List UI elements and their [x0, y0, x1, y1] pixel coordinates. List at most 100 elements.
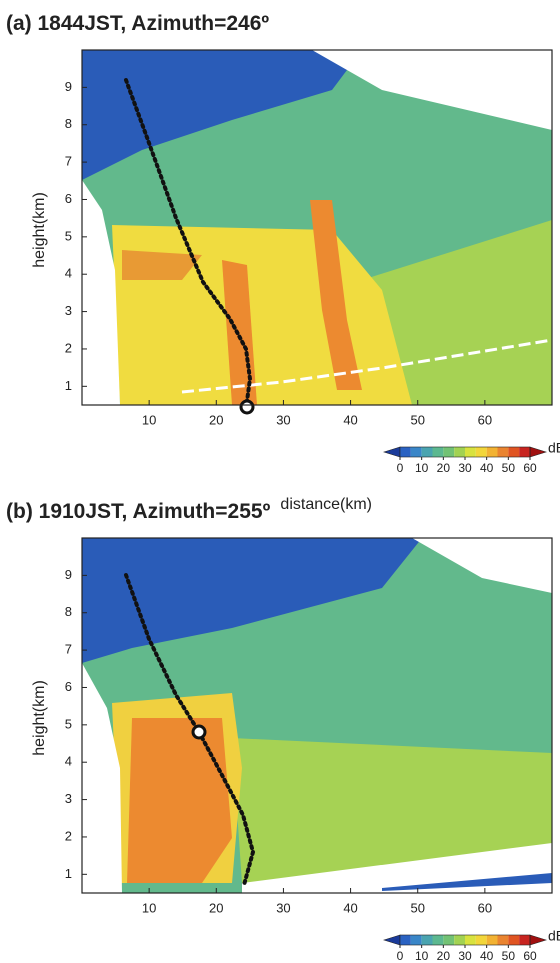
y-tick-label: 6 — [65, 679, 72, 694]
colorbar-cell — [475, 447, 487, 457]
y-tick-label: 4 — [65, 754, 72, 769]
x-axis-label: distance(km) — [280, 496, 372, 513]
y-axis-label: height(km) — [31, 680, 48, 756]
colorbar-tick-label: 0 — [397, 461, 404, 475]
y-tick-label: 1 — [65, 866, 72, 881]
colorbar-cell — [519, 935, 530, 945]
no-echo — [82, 663, 122, 893]
colorbar-tick-label: 40 — [480, 949, 494, 963]
colorbar-tick-label: 60 — [523, 461, 537, 475]
panel: 10 20 30 40 50 60 1 2 3 4 5 6 7 8 9 — [65, 49, 553, 427]
colorbar-cell — [486, 935, 498, 945]
colorbar-under — [382, 446, 401, 458]
colorbar-tick-label: 30 — [458, 949, 472, 963]
y-tick-label: 9 — [65, 79, 72, 94]
colorbar-over — [529, 934, 548, 946]
y-tick-label: 5 — [65, 228, 72, 243]
y-tick-label: 2 — [65, 828, 72, 843]
y-tick-label: 7 — [65, 154, 72, 169]
colorbar-tick-label: 10 — [415, 461, 429, 475]
trajectory — [124, 78, 253, 403]
y-axis-label: height(km) — [31, 192, 48, 268]
echo-field — [310, 200, 362, 390]
colorbar-tick-label: 20 — [437, 461, 451, 475]
x-tick-label: 40 — [343, 412, 357, 427]
plot-frame — [81, 537, 553, 894]
colorbar-tick-label: 60 — [523, 949, 537, 963]
x-tick-label: 10 — [142, 412, 156, 427]
echo-field — [122, 250, 202, 280]
x-tick-label: 40 — [343, 900, 357, 915]
marker — [191, 724, 207, 740]
no-echo — [312, 50, 552, 130]
colorbar-cell — [497, 447, 509, 457]
colorbar-cell — [421, 447, 433, 457]
colorbar-label: dBZ — [548, 440, 560, 456]
colorbar-cell — [454, 447, 465, 457]
colorbar-tick-label: 50 — [502, 949, 516, 963]
echo-field — [232, 738, 552, 883]
colorbar-cell — [421, 935, 433, 945]
colorbar-cell — [497, 935, 509, 945]
x-tick-label: 60 — [478, 900, 492, 915]
y-tick-label: 3 — [65, 303, 72, 318]
x-tick-label: 60 — [478, 412, 492, 427]
colorbar-cell — [443, 447, 455, 457]
y-tick-label: 7 — [65, 642, 72, 657]
plot-frame — [81, 49, 553, 406]
echo-field — [82, 50, 362, 180]
colorbar-cell — [443, 935, 455, 945]
colorbar-cell — [410, 935, 422, 945]
x-tick-label: 20 — [209, 900, 223, 915]
colorbar-cell — [432, 447, 444, 457]
colorbar-tick-label: 30 — [458, 461, 472, 475]
y-tick-label: 8 — [65, 116, 72, 131]
colorbar-cell — [432, 935, 444, 945]
x-tick-label: 10 — [142, 900, 156, 915]
no-echo — [82, 180, 120, 405]
x-tick-label: 50 — [410, 900, 424, 915]
colorbar-tick-label: 20 — [437, 949, 451, 963]
echo-field — [127, 718, 232, 883]
x-tick-label: 50 — [410, 412, 424, 427]
no-echo — [412, 538, 552, 593]
colorbar-tick-label: 50 — [502, 461, 516, 475]
echo-field — [82, 538, 422, 663]
colorbar-cell — [508, 935, 520, 945]
colorbar-tick-label: 40 — [480, 461, 494, 475]
marker — [239, 399, 255, 415]
colorbar-cell — [486, 447, 498, 457]
y-tick-label: 9 — [65, 567, 72, 582]
x-tick-label: 30 — [276, 900, 290, 915]
colorbar-under — [382, 934, 401, 946]
y-tick-label: 8 — [65, 604, 72, 619]
colorbar-label: dBZ — [548, 928, 560, 944]
x-tick-label: 20 — [209, 412, 223, 427]
colorbar-tick-label: 10 — [415, 949, 429, 963]
colorbar-tick-label: 0 — [397, 949, 404, 963]
panel-title: (b) 1910JST, Azimuth=255º — [6, 500, 271, 523]
y-tick-label: 6 — [65, 191, 72, 206]
echo-field — [362, 220, 552, 405]
trajectory — [124, 573, 256, 887]
panel: 10 20 30 40 50 60 1 2 3 4 5 6 7 8 9 — [65, 537, 553, 915]
y-tick-label: 3 — [65, 791, 72, 806]
colorbar-cell — [410, 447, 422, 457]
colorbar-cell — [400, 447, 411, 457]
colorbar-cell — [400, 935, 411, 945]
colorbar-cell — [519, 447, 530, 457]
y-tick-label: 2 — [65, 340, 72, 355]
x-tick-label: 30 — [276, 412, 290, 427]
y-tick-label: 5 — [65, 716, 72, 731]
y-tick-label: 4 — [65, 266, 72, 281]
colorbar-over — [529, 446, 548, 458]
panel-title: (a) 1844JST, Azimuth=246º — [6, 12, 269, 35]
echo-field — [382, 873, 552, 891]
colorbar-cell — [475, 935, 487, 945]
colorbar-cell — [465, 935, 476, 945]
colorbar-cell — [508, 447, 520, 457]
colorbar-cell — [465, 447, 476, 457]
y-tick-label: 1 — [65, 378, 72, 393]
colorbar-cell — [454, 935, 465, 945]
